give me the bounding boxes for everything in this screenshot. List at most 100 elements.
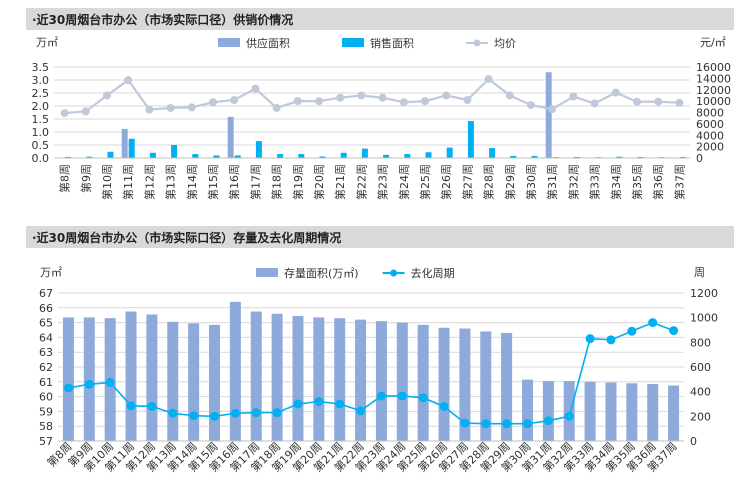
- x-tick-label: 第25周: [418, 164, 432, 200]
- bar-2: [298, 154, 305, 158]
- series-point: [230, 95, 239, 104]
- x-tick-label: 第12周: [142, 164, 156, 200]
- chart2-title: ·近30周烟台市办公（市场实际口径）存量及去化周期情况: [32, 231, 342, 245]
- left-tick-label: 62: [39, 361, 53, 374]
- bar-1: [313, 317, 325, 441]
- series-point: [356, 406, 366, 416]
- series-point: [60, 109, 69, 118]
- bar-1: [271, 313, 283, 441]
- right-tick-label: 200: [690, 410, 711, 423]
- x-tick-label: 第11周: [121, 164, 135, 200]
- series-point: [63, 383, 73, 393]
- series-point: [548, 105, 557, 114]
- series-point: [84, 379, 94, 389]
- bar-1: [188, 323, 200, 441]
- series-point: [357, 91, 366, 100]
- chart1-header: ·近30周烟台市办公（市场实际口径）供销价情况: [26, 8, 734, 30]
- bar-2: [361, 148, 368, 158]
- x-tick-label: 第22周: [354, 164, 368, 200]
- bar-1: [229, 301, 241, 441]
- bar-1: [121, 128, 128, 158]
- x-tick-label: 第14周: [185, 164, 199, 200]
- series-point: [105, 377, 115, 387]
- right-tick-label: 400: [690, 386, 711, 399]
- left-tick-label: 64: [39, 331, 53, 344]
- series-point: [421, 97, 429, 106]
- x-tick-label: 第21周: [333, 164, 347, 200]
- bar-1: [146, 314, 158, 441]
- left-tick-label: 3.5: [32, 61, 50, 74]
- bar-2: [234, 155, 241, 158]
- bar-2: [510, 155, 517, 158]
- bar-2: [531, 155, 538, 158]
- series-point: [209, 98, 217, 107]
- series-point: [168, 408, 178, 418]
- series-point: [397, 391, 407, 401]
- bar-1: [668, 385, 680, 441]
- x-tick-label: 第20周: [312, 164, 326, 200]
- series-point: [315, 97, 323, 106]
- left-tick-label: 66: [39, 302, 53, 315]
- bar-2: [107, 151, 114, 158]
- x-tick-label: 第19周: [291, 164, 305, 200]
- bar-1: [209, 324, 220, 441]
- bar-2: [277, 154, 284, 158]
- x-tick-label: 第32周: [566, 164, 580, 200]
- right-unit-label: 周: [694, 266, 705, 279]
- right-tick-label: 6000: [696, 118, 724, 131]
- left-tick-label: 65: [39, 317, 53, 330]
- x-tick-label: 第27周: [460, 164, 474, 200]
- bar-1: [605, 382, 617, 441]
- series-point: [230, 408, 240, 418]
- bar-1: [563, 381, 575, 441]
- bar-1: [292, 315, 304, 441]
- bar-2: [213, 155, 220, 158]
- series-point: [210, 411, 219, 421]
- bar-1: [83, 317, 95, 441]
- bar-2: [573, 156, 580, 158]
- legend-swatch: [256, 268, 278, 277]
- bar-2: [446, 147, 453, 158]
- left-tick-label: 2.5: [32, 87, 50, 100]
- bar-2: [679, 156, 686, 158]
- x-tick-label: 第34周: [609, 164, 623, 200]
- bar-1: [501, 332, 513, 441]
- right-tick-label: 2000: [696, 141, 724, 154]
- bar-2: [65, 156, 72, 158]
- left-tick-label: 67: [39, 287, 53, 300]
- x-tick-label: 第13周: [164, 164, 178, 200]
- series-point: [675, 98, 684, 107]
- bar-2: [192, 154, 199, 158]
- bar-1: [542, 381, 554, 441]
- series-point: [669, 326, 679, 336]
- x-tick-label: 第26周: [439, 164, 453, 200]
- x-tick-label: 第30周: [524, 164, 538, 200]
- bar-2: [255, 141, 262, 158]
- series-point: [147, 401, 157, 411]
- series-point: [505, 91, 514, 100]
- bar-1: [545, 72, 552, 158]
- series-point: [564, 411, 574, 421]
- series-point: [502, 419, 512, 429]
- legend-label: 去化周期: [411, 266, 455, 280]
- right-unit-label: 元/㎡: [700, 36, 726, 49]
- legend-swatch-dot: [390, 269, 398, 277]
- right-tick-label: 8000: [696, 107, 724, 120]
- right-tick-label: 4000: [696, 129, 724, 142]
- right-tick-label: 1200: [690, 287, 718, 300]
- x-tick-label: 第24周: [397, 164, 411, 200]
- series-point: [418, 393, 428, 403]
- bar-1: [522, 379, 533, 441]
- right-tick-label: 10000: [696, 95, 731, 108]
- series-point: [569, 92, 578, 101]
- x-tick-label: 第36周: [651, 164, 665, 200]
- series-point: [442, 91, 451, 100]
- series-point: [585, 334, 595, 344]
- bar-1: [355, 319, 367, 441]
- bar-2: [149, 152, 156, 158]
- series-point: [463, 95, 472, 104]
- bar-2: [404, 154, 411, 158]
- series-point: [611, 88, 620, 97]
- right-tick-label: 0: [690, 435, 697, 448]
- legend-label: 存量面积(万㎡): [284, 266, 359, 280]
